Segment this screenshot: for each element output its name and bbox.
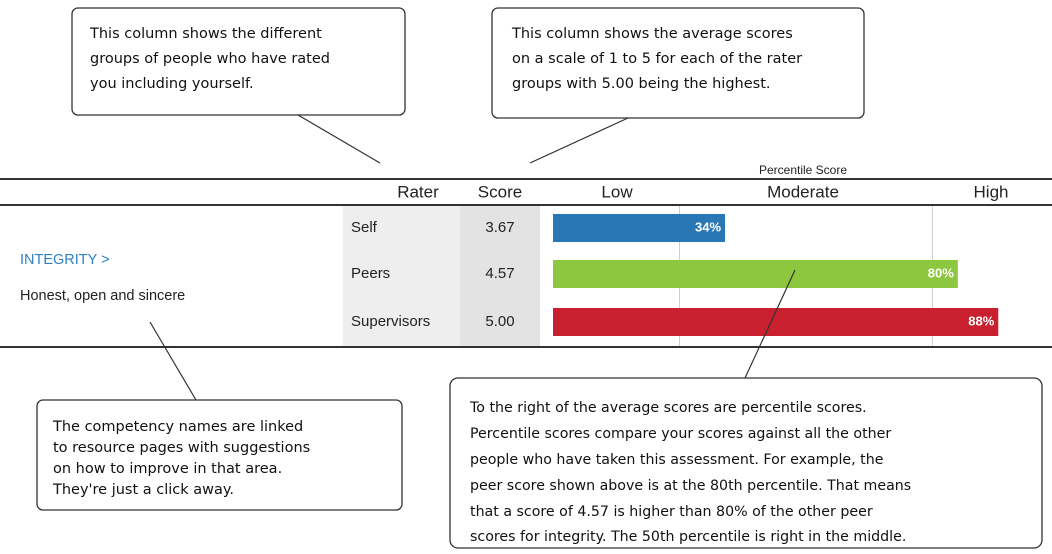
rater-column <box>343 206 460 347</box>
callout-text: you including yourself. <box>90 76 254 92</box>
rater: Peers <box>351 265 390 282</box>
pointer <box>529 117 629 164</box>
callout-box <box>449 377 1043 549</box>
rater: Self <box>351 219 378 236</box>
header: Moderate <box>767 182 839 201</box>
header: Score <box>478 182 522 201</box>
header: Low <box>601 182 633 201</box>
callout-text: scores for integrity. The 50th percentil… <box>470 529 906 545</box>
score-column <box>460 206 540 347</box>
callout-text: This column shows the average scores <box>511 26 793 42</box>
callout-text: The competency names are linked <box>52 419 303 435</box>
callout-box <box>71 7 406 116</box>
pointer <box>297 114 381 164</box>
callout-text: To the right of the average scores are p… <box>469 400 867 416</box>
pointer <box>149 321 197 401</box>
callout-text: to resource pages with suggestions <box>53 440 310 456</box>
header: High <box>974 182 1009 201</box>
score: 5.00 <box>485 313 514 330</box>
competency-description: Honest, open and sincere <box>20 288 185 304</box>
callout-text: groups of people who have rated <box>90 51 330 67</box>
callout-text: peer score shown above is at the 80th pe… <box>470 478 911 494</box>
score: 4.57 <box>485 265 514 282</box>
percentile-label: 80% <box>928 265 954 280</box>
percentile-label: 34% <box>695 219 721 234</box>
pointer <box>744 269 796 379</box>
score: 3.67 <box>485 219 514 236</box>
percentile-bar <box>553 214 726 242</box>
callout-text: people who have taken this assessment. F… <box>470 452 883 468</box>
callout-text: on how to improve in that area. <box>53 461 282 477</box>
callout-text: This column shows the different <box>89 26 322 42</box>
callout-text: that a score of 4.57 is higher than 80% … <box>470 504 873 520</box>
callout-text: They're just a click away. <box>52 482 234 498</box>
percentile-title: Percentile Score <box>759 163 847 177</box>
callout-box <box>491 7 865 119</box>
callout-box <box>36 399 403 511</box>
rater: Supervisors <box>351 313 430 330</box>
callout-text: on a scale of 1 to 5 for each of the rat… <box>512 51 802 67</box>
percentile-bar <box>553 260 958 288</box>
percentile-label: 88% <box>968 313 994 328</box>
callout-text: Percentile scores compare your scores ag… <box>470 426 891 442</box>
competency-link[interactable]: INTEGRITY > <box>20 252 110 268</box>
callout-text: groups with 5.00 being the highest. <box>512 76 771 92</box>
header: Rater <box>397 182 439 201</box>
